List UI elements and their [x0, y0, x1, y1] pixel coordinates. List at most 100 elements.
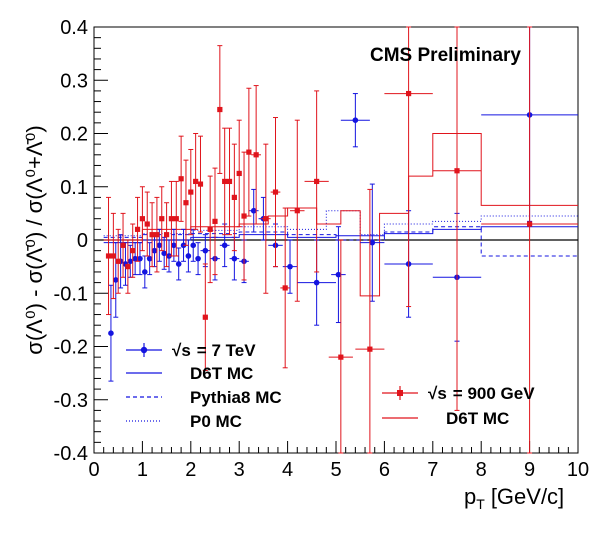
data_900gev-marker [217, 106, 223, 113]
x-tick-label: 1 [137, 459, 148, 481]
legend-900gev: √s = 900 GeV D6T MC [382, 384, 535, 428]
data_900gev-point [164, 202, 170, 268]
data_7tev-point [340, 93, 370, 148]
data_900gev-point [134, 196, 141, 262]
data_900gev-marker [120, 242, 126, 248]
data_900gev-point [432, 26, 482, 411]
data_900gev-marker [134, 226, 141, 232]
data_900gev-point [217, 45, 223, 174]
y-tick-label: -0.1 [54, 283, 88, 305]
data_7tev-marker [137, 255, 143, 262]
data_7tev-marker [185, 253, 192, 259]
data_900gev-marker [454, 168, 460, 174]
data_7tev-point [156, 228, 163, 262]
data_900gev-point [270, 117, 281, 268]
x-tick-label: 9 [524, 459, 535, 481]
data_900gev-marker [125, 264, 131, 270]
data_7tev-marker [171, 242, 177, 249]
data_900gev-marker [207, 226, 213, 232]
data_900gev-point [149, 202, 155, 268]
data_7tev-point [132, 242, 138, 276]
data_7tev-point [282, 239, 298, 294]
data_900gev-point [251, 85, 261, 225]
data_900gev-point [481, 26, 578, 454]
data_7tev-point [175, 247, 182, 281]
x-tick-label: 10 [567, 459, 589, 481]
y-tick-label: -0.4 [54, 443, 88, 465]
data_900gev-marker [168, 216, 175, 222]
data_900gev-marker [282, 285, 288, 291]
legend-7tev: √s = 7 TeV D6T MC Pythia8 MC P0 MC [126, 341, 282, 431]
data_900gev-point [144, 191, 150, 257]
x-tick-label: 7 [427, 459, 438, 481]
data_900gev-marker [236, 170, 242, 177]
x-tick-label: 2 [185, 459, 196, 481]
x-tick-label: 6 [379, 459, 390, 481]
data_7tev-marker [127, 258, 134, 265]
y-tick-labels: -0.4 -0.3 -0.2 -0.1 0 0.1 0.2 0.3 0.4 [54, 17, 88, 465]
data_7tev-marker [352, 117, 359, 123]
data_900gev-marker [144, 221, 150, 227]
data_900gev-point [188, 148, 194, 236]
data_7tev-marker [146, 255, 153, 262]
data_7tev-point [142, 255, 148, 289]
data_900gev-point [226, 127, 233, 236]
data_900gev-point [130, 223, 136, 278]
data_7tev-marker [202, 247, 209, 254]
mc-histograms [103, 133, 578, 297]
data_900gev-point [202, 263, 208, 371]
data_7tev-point [200, 234, 211, 268]
data_7tev-point [360, 183, 385, 302]
data_900gev-marker [115, 258, 121, 264]
data_900gev-point [280, 207, 291, 369]
data_900gev-marker [272, 189, 279, 195]
data_900gev-marker [367, 346, 373, 352]
data_900gev-marker [314, 178, 320, 185]
data_900gev-point [193, 133, 199, 230]
data_7tev-marker [190, 242, 197, 249]
data-points [105, 26, 578, 454]
data_900gev-point [241, 151, 247, 281]
y-tick-label: -0.3 [54, 390, 88, 412]
data_900gev-point [328, 239, 353, 454]
data_900gev-marker [263, 216, 269, 222]
data_900gev-point [110, 212, 116, 300]
data_900gev-marker [130, 248, 136, 254]
data_7tev-marker [175, 261, 182, 267]
data_900gev-marker [193, 178, 199, 185]
y-axis-title: σ(Λ⁰) - σ(Λ̄⁰) / σ(Λ⁰+Λ̄⁰) [22, 125, 47, 355]
x-tick-label: 5 [330, 459, 341, 481]
x-tick-label: 0 [88, 459, 99, 481]
data_7tev-point [331, 226, 346, 324]
legend-7tev-data-label: √s = 7 TeV [172, 341, 256, 360]
data_900gev-marker [231, 194, 237, 200]
legend-900gev-data-marker [397, 390, 403, 396]
data_900gev-marker [159, 216, 165, 222]
data_7tev-marker [221, 242, 228, 249]
x-axis-title: pT [GeV/c] [464, 484, 564, 512]
data_7tev-point [161, 236, 167, 270]
data_900gev-marker [406, 90, 412, 97]
y-tick-label: 0.1 [60, 177, 88, 199]
data_900gev-marker [178, 176, 184, 182]
data_900gev-marker [173, 216, 179, 222]
data_900gev-marker [294, 208, 300, 214]
data_7tev-point [248, 188, 259, 233]
legend-pythia8-label: Pythia8 MC [190, 388, 282, 407]
data_900gev-point [260, 143, 271, 294]
data_7tev-marker [287, 263, 293, 270]
data_900gev-point [139, 186, 145, 252]
data_900gev-point [355, 188, 385, 454]
x-axis-title-symbol: p [464, 484, 476, 509]
data_900gev-point [304, 90, 329, 273]
legend-7tev-data-marker [140, 346, 148, 354]
data_900gev-marker [188, 189, 194, 195]
x-axis-title-subscript: T [476, 496, 485, 512]
data_7tev-point [108, 284, 114, 382]
data_900gev-marker [527, 221, 533, 227]
data_900gev-point [178, 135, 184, 222]
y-tick-label: 0 [77, 230, 88, 252]
data_7tev-marker [369, 239, 376, 246]
data_7tev-marker [250, 207, 257, 214]
y-tick-label: -0.2 [54, 337, 88, 359]
